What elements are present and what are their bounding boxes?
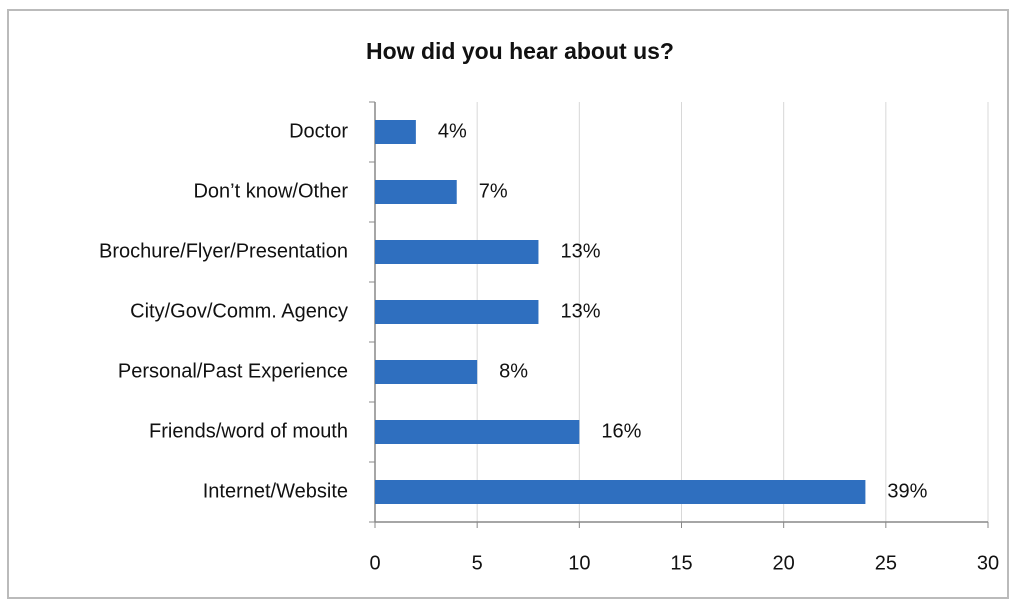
x-tick-label: 25 xyxy=(875,552,897,574)
value-label: 4% xyxy=(438,120,467,142)
value-label: 7% xyxy=(479,180,508,202)
y-tick-label: Friends/word of mouth xyxy=(149,420,348,442)
bar xyxy=(375,300,539,324)
x-tick-label: 30 xyxy=(977,552,999,574)
y-tick-label: Don’t know/Other xyxy=(193,180,348,202)
value-label: 13% xyxy=(560,240,600,262)
value-label: 13% xyxy=(560,300,600,322)
value-label: 8% xyxy=(499,360,528,382)
y-tick-label: Internet/Website xyxy=(203,480,348,502)
y-tick-label: Personal/Past Experience xyxy=(118,360,348,382)
bar xyxy=(375,420,580,444)
value-label: 16% xyxy=(601,420,641,442)
y-tick-label: Brochure/Flyer/Presentation xyxy=(99,240,348,262)
x-tick-label: 20 xyxy=(773,552,795,574)
y-tick-label: City/Gov/Comm. Agency xyxy=(130,300,348,322)
value-label: 39% xyxy=(887,480,927,502)
bar xyxy=(375,240,539,264)
y-tick-label: Doctor xyxy=(289,120,348,142)
x-tick-label: 15 xyxy=(670,552,692,574)
chart-title: How did you hear about us? xyxy=(366,38,674,64)
bar xyxy=(375,360,478,384)
bar xyxy=(375,180,457,204)
x-tick-label: 5 xyxy=(472,552,483,574)
x-tick-label: 10 xyxy=(568,552,590,574)
x-tick-label: 0 xyxy=(369,552,380,574)
bar xyxy=(375,480,866,504)
bar xyxy=(375,120,416,144)
